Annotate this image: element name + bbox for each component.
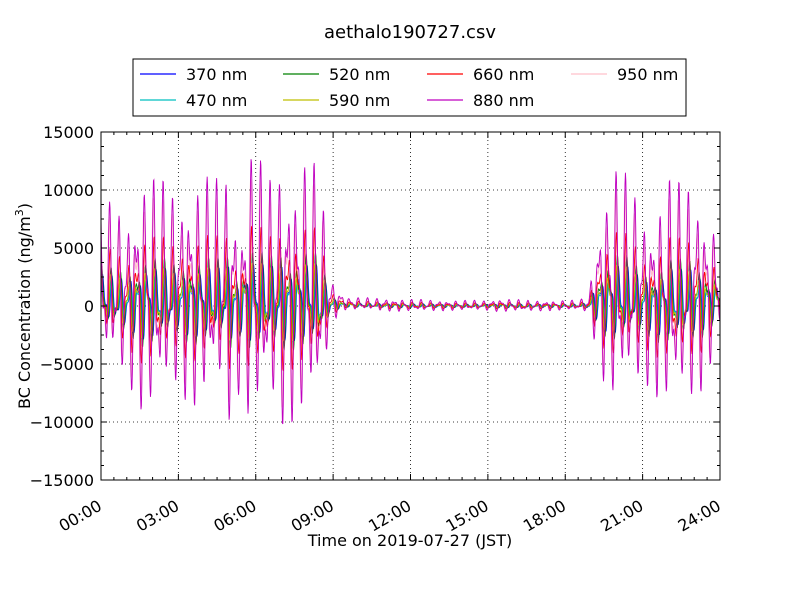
legend-label: 880 nm bbox=[473, 91, 534, 110]
x-tick-label: 03:00 bbox=[133, 496, 182, 536]
x-axis-label: Time on 2019-07-27 (JST) bbox=[307, 531, 512, 550]
x-tick-label: 00:00 bbox=[56, 496, 105, 536]
chart-title: aethalo190727.csv bbox=[324, 22, 496, 43]
x-tick-label: 06:00 bbox=[210, 496, 259, 536]
legend-box bbox=[132, 58, 687, 117]
plot-frame bbox=[100, 131, 721, 481]
x-tick-label: 09:00 bbox=[288, 496, 337, 536]
y-tick-label: 10000 bbox=[43, 181, 94, 200]
y-axis-label: BC Concentration (ng/m3) bbox=[13, 203, 34, 409]
legend-label: 470 nm bbox=[186, 91, 247, 110]
legend: 370 nm 470 nm 520 nm 590 nm 660 nm 880 nm 950 … bbox=[132, 58, 687, 117]
x-tick-label: 18:00 bbox=[520, 496, 569, 536]
y-tick-label: 15000 bbox=[43, 123, 94, 142]
x-tick-label: 15:00 bbox=[442, 496, 491, 536]
x-tick-label: 24:00 bbox=[675, 496, 724, 536]
x-tick-label: 21:00 bbox=[597, 496, 646, 536]
series-line-660nm bbox=[101, 225, 720, 371]
legend-label: 370 nm bbox=[186, 65, 247, 84]
y-tick-label: 5000 bbox=[53, 239, 94, 258]
y-axis-label-main: BC Concentration (ng/m bbox=[15, 216, 34, 409]
y-tick-label: −15000 bbox=[30, 471, 94, 490]
y-tick-label: −5000 bbox=[40, 355, 94, 374]
legend-label: 660 nm bbox=[473, 65, 534, 84]
legend-label: 950 nm bbox=[617, 65, 678, 84]
legend-label: 520 nm bbox=[329, 65, 390, 84]
legend-label: 590 nm bbox=[329, 91, 390, 110]
y-tick-label: −10000 bbox=[30, 413, 94, 432]
y-axis-label-close: ) bbox=[15, 203, 34, 209]
x-tick-label: 12:00 bbox=[365, 496, 414, 536]
series-line-880nm bbox=[101, 159, 720, 425]
y-axis-label-superscript: 3 bbox=[13, 209, 26, 216]
y-tick-label: 0 bbox=[84, 297, 94, 316]
series-lines bbox=[101, 159, 720, 425]
